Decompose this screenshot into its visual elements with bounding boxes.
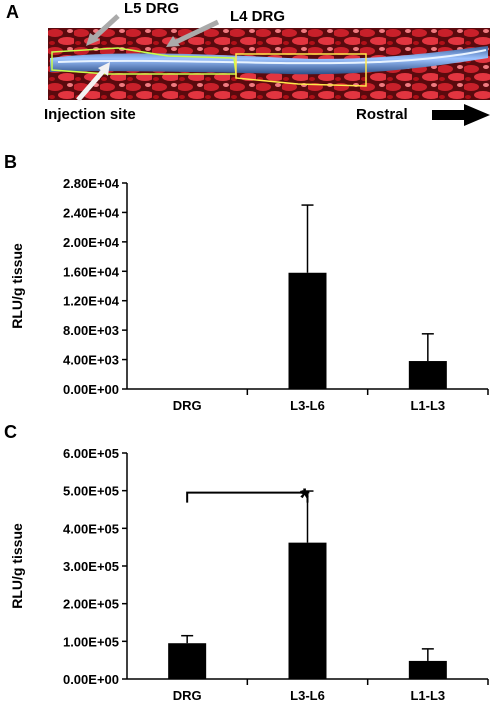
l5-drg-label: L5 DRG	[124, 0, 180, 17]
y-tick-label: 1.60E+04	[63, 264, 120, 279]
y-tick-label: 4.00E+05	[63, 521, 119, 536]
l4-arrow	[174, 19, 220, 45]
y-tick-label: 0.00E+00	[63, 382, 119, 397]
photo-arrows	[76, 14, 490, 126]
significance-bracket	[186, 491, 309, 503]
category-label: L1-L3	[410, 688, 445, 703]
bar-l3-l6	[288, 542, 327, 679]
bar-drg	[168, 643, 207, 679]
y-tick-label: 3.00E+05	[63, 559, 119, 574]
rostral-arrow	[432, 110, 466, 120]
l5-arrow	[92, 14, 120, 40]
y-axis-label: RLU/g tissue	[9, 243, 25, 329]
y-tick-label: 4.00E+03	[63, 353, 119, 368]
injection-arrow	[76, 68, 106, 102]
y-tick-label: 2.00E+05	[63, 597, 119, 612]
bar-l3-l6	[288, 272, 327, 389]
y-axis-label: RLU/g tissue	[9, 523, 25, 609]
category-label: DRG	[173, 688, 202, 703]
chart-b: 0.00E+00 4.00E+03 8.00E+03 1.20E+04 1.60E+04…	[9, 176, 489, 413]
y-tick-label: 8.00E+03	[63, 323, 119, 338]
significance-star: *	[300, 483, 311, 513]
y-tick-label: 6.00E+05	[63, 446, 119, 461]
spinal-cord-photo	[48, 28, 490, 100]
l4-drg-label: L4 DRG	[230, 8, 286, 25]
panel-letter-c: C	[4, 422, 17, 442]
category-label: DRG	[173, 398, 202, 413]
y-tick-label: 0.00E+00	[63, 672, 119, 687]
y-tick-label: 1.00E+05	[63, 634, 119, 649]
category-label: L3-L6	[290, 688, 325, 703]
rostral-label: Rostral	[356, 106, 408, 123]
y-tick-label: 5.00E+05	[63, 484, 119, 499]
y-tick-label: 2.40E+04	[63, 205, 120, 220]
bar-l1-l3	[408, 361, 447, 389]
category-label: L1-L3	[410, 398, 445, 413]
category-label: L3-L6	[290, 398, 325, 413]
injection-site-label: Injection site	[44, 106, 136, 123]
panel-letter-b: B	[4, 152, 17, 172]
bar-l1-l3	[408, 660, 447, 679]
chart-c: 0.00E+00 1.00E+05 2.00E+05 3.00E+05 4.00E+05…	[9, 446, 489, 703]
y-tick-label: 1.20E+04	[63, 294, 120, 309]
y-tick-label: 2.00E+04	[63, 235, 120, 250]
panel-letter-a: A	[6, 2, 19, 22]
y-tick-label: 2.80E+04	[63, 176, 120, 191]
